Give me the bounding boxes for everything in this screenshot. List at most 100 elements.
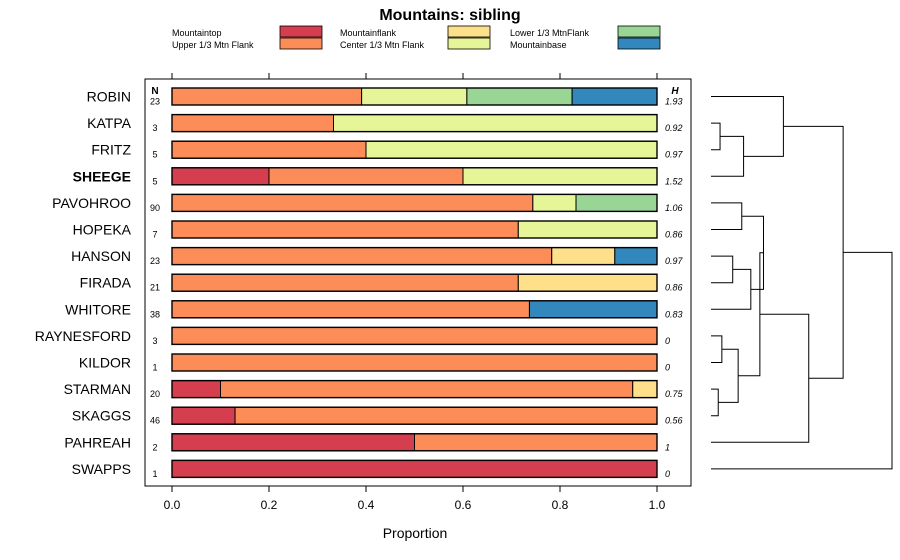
legend-label-lower-1-3-mtnflank: Lower 1/3 MtnFlank [510,28,590,38]
h-value-whitore: 0.83 [665,309,683,319]
bar-pavohroo-center-1-3-mtn-flank [532,193,577,212]
bars-layer [171,87,658,479]
n-value-whitore: 38 [150,309,160,319]
h-value-skaggs: 0.56 [665,416,683,426]
legend-swatch-mountainbase [617,37,661,50]
n-value-hopeka: 7 [152,230,157,240]
n-header: N [151,86,158,97]
bar-outline-skaggs [171,406,658,425]
bar-starman-upper-1-3-mtn-flank [220,380,634,399]
row-label-whitore: WHITORE [65,301,131,317]
bar-robin-lower-1-3-mtnflank [466,87,573,106]
x-axis-label: Proportion [383,525,448,541]
dendrogram-merge-1 [711,122,721,151]
row-label-swapps: SWAPPS [72,461,131,477]
row-label-raynesford: RAYNESFORD [35,328,131,344]
n-value-pahreah: 2 [152,442,157,452]
x-tick-label: 1.0 [649,498,666,512]
dendrogram-merge-6 [711,268,752,310]
h-value-katpa: 0.92 [665,123,683,133]
x-tick-label: 0.2 [261,498,278,512]
legend-swatch-upper-1-3-mtn-flank [279,37,323,50]
h-value-firada: 0.86 [665,283,683,293]
h-labels: 1.93 0.92 0.97 1.52 1.06 0.86 0.97 0.86 0.83 0 0 0.… [665,97,684,479]
h-value-swapps: 0 [665,469,670,479]
legend-label-center-1-3-mtn-flank: Center 1/3 Mtn Flank [340,40,425,50]
bar-pahreah-upper-1-3-mtn-flank [414,433,658,452]
dendrogram-merge-8 [711,335,723,363]
row-label-firada: FIRADA [80,275,132,291]
legend-swatch-mountainflank [447,25,491,38]
row-label-skaggs: SKAGGS [72,408,131,424]
bar-outline-whitore [171,300,658,319]
row-label-pavohroo: PAVOHROO [52,195,131,211]
bar-hanson-mountainflank [551,247,616,266]
bar-pavohroo-upper-1-3-mtn-flank [171,193,534,212]
h-value-kildor: 0 [665,363,670,373]
n-value-starman: 20 [150,389,160,399]
bar-sheege-mountaintop [171,167,270,186]
bar-robin-upper-1-3-mtn-flank [171,87,363,106]
legend: Mountaintop Upper 1/3 Mtn Flank Mountainfl… [172,25,661,50]
dendrogram-merge-10 [718,348,739,403]
legend-swatch-center-1-3-mtn-flank [447,37,491,50]
bar-starman-mountainflank [632,380,658,399]
h-value-starman: 0.75 [665,389,684,399]
x-axis: 0.0 0.2 0.4 0.6 0.8 1.0 [164,73,666,512]
bar-hopeka-upper-1-3-mtn-flank [171,220,519,239]
bar-hopeka-center-1-3-mtn-flank [517,220,658,239]
x-tick-label: 0.0 [164,498,181,512]
row-label-hopeka: HOPEKA [73,222,132,238]
h-value-raynesford: 0 [665,336,670,346]
bar-fritz-center-1-3-mtn-flank [365,140,658,159]
row-label-robin: ROBIN [87,89,131,105]
n-value-katpa: 3 [152,123,157,133]
row-label-fritz: FRITZ [91,142,131,158]
h-header: H [671,86,679,97]
x-tick-label: 0.4 [358,498,375,512]
bar-outline-swapps [171,459,658,479]
bar-outline-firada [171,273,658,292]
dendrogram-merge-4 [711,202,743,230]
x-tick-label: 0.8 [552,498,569,512]
bar-pahreah-mountaintop [171,433,415,452]
dendrogram-merge-14 [711,251,893,470]
bar-starman-mountaintop [171,380,221,399]
dendrogram-merge-9 [711,388,719,417]
bar-kildor-upper-1-3-mtn-flank [171,353,658,372]
bar-outline-kildor [171,353,658,372]
dendrogram-merge-5 [711,255,734,284]
legend-label-mountainbase: Mountainbase [510,40,567,50]
bar-katpa-upper-1-3-mtn-flank [171,114,335,133]
bar-outline-fritz [171,140,658,159]
row-label-pahreah: PAHREAH [64,434,131,450]
bar-outline-katpa [171,113,658,133]
h-value-fritz: 0.97 [665,150,684,160]
bar-whitore-mountainbase [528,300,658,319]
h-value-hanson: 0.97 [665,256,684,266]
n-value-robin: 23 [150,97,160,107]
h-value-robin: 1.93 [665,97,683,107]
dendrogram [711,96,893,470]
bar-outline-pavohroo [171,193,658,213]
bar-skaggs-upper-1-3-mtn-flank [234,406,658,425]
row-labels: ROBIN KATPA FRITZ SHEEGE PAVOHROO HOPEKA HANSO… [35,89,132,477]
legend-label-mountaintop: Mountaintop [172,28,222,38]
bar-fritz-upper-1-3-mtn-flank [171,140,367,159]
x-tick-label: 0.6 [455,498,472,512]
row-label-sheege: SHEEGE [73,168,131,184]
dendrogram-merge-13 [783,125,844,379]
bar-skaggs-mountaintop [171,406,236,425]
row-label-starman: STARMAN [64,381,131,397]
n-value-fritz: 5 [152,150,157,160]
bar-swapps-mountaintop [171,459,658,478]
bar-outline-robin [171,87,658,106]
plot-frame [144,78,692,487]
bar-outline-hopeka [171,220,658,239]
row-label-katpa: KATPA [87,115,131,131]
bar-outline-raynesford [171,326,658,346]
bar-sheege-upper-1-3-mtn-flank [268,167,464,186]
bar-hanson-upper-1-3-mtn-flank [171,247,553,266]
